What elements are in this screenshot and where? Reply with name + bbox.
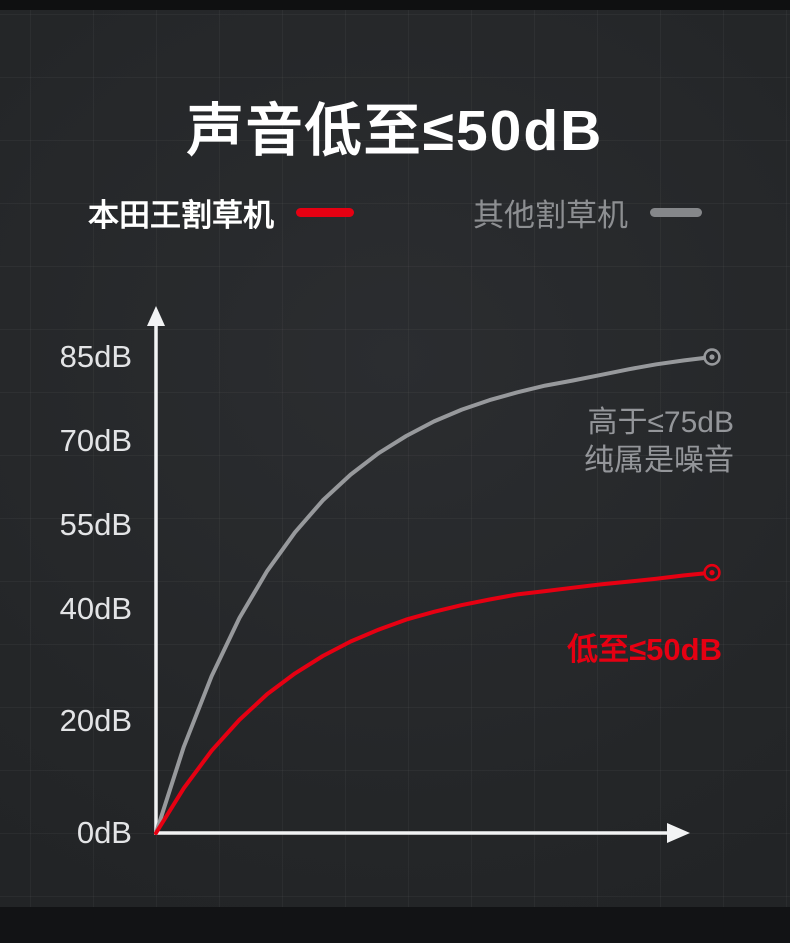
legend-label-other: 其他割草机 xyxy=(473,197,628,233)
annotation-other-mower: 高于≤75dB 纯属是噪音 xyxy=(584,404,734,480)
y-tick-40db: 40dB xyxy=(59,591,132,626)
chart-canvas xyxy=(147,306,721,843)
legend-item-honda: 本田王割草机 xyxy=(88,190,354,235)
legend-swatch-red xyxy=(296,207,354,217)
page-title: 声音低至≤50dB xyxy=(186,99,604,164)
curve-honda-mower xyxy=(154,570,714,835)
y-axis xyxy=(147,306,165,834)
y-tick-20db: 20dB xyxy=(59,703,132,738)
y-tick-70db: 70dB xyxy=(59,423,132,458)
endpoint-marker-other xyxy=(703,348,721,366)
y-axis-arrow-icon xyxy=(147,306,165,326)
x-axis-arrow-icon xyxy=(667,823,690,843)
y-tick-85db: 85dB xyxy=(59,339,132,374)
curve-other-mower xyxy=(154,355,714,835)
noise-chart: 85dB 70dB 55dB 40dB 20dB 0dB 高于≤75dB 纯属是… xyxy=(0,300,790,880)
legend-item-other: 其他割草机 xyxy=(473,190,702,235)
x-axis xyxy=(154,823,690,843)
endpoint-marker-honda xyxy=(703,563,721,582)
legend-label-honda: 本田王割草机 xyxy=(88,197,274,233)
annotation-other-line2: 纯属是噪音 xyxy=(584,444,734,477)
y-tick-55db: 55dB xyxy=(59,507,132,542)
legend-swatch-gray xyxy=(650,207,702,217)
annotation-honda: 低至≤50dB xyxy=(567,632,722,667)
y-tick-0db: 0dB xyxy=(76,815,132,850)
top-strip xyxy=(0,0,790,10)
legend: 本田王割草机 其他割草机 xyxy=(0,190,790,235)
annotation-other-line1: 高于≤75dB xyxy=(587,406,734,439)
bottom-strip xyxy=(0,907,790,943)
